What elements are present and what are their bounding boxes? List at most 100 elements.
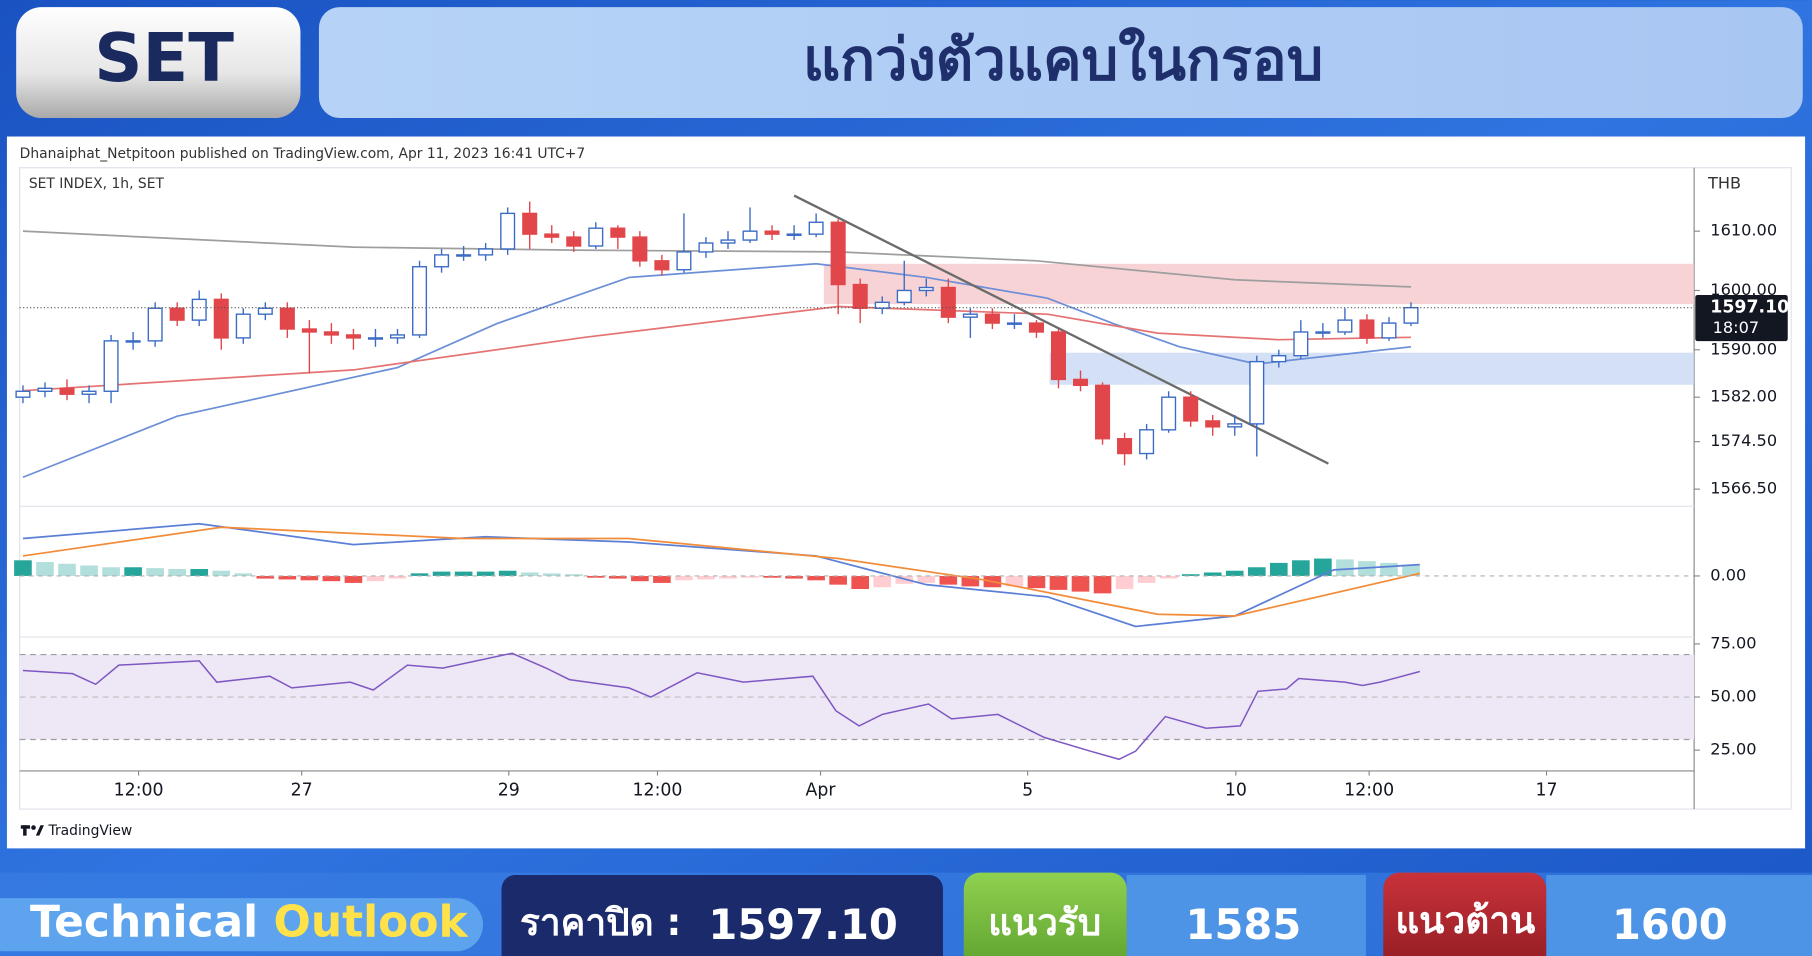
macd-histogram-bar	[807, 575, 825, 581]
candle-body	[698, 242, 714, 253]
candle-body	[1205, 420, 1221, 428]
candle-body	[500, 212, 516, 250]
macd-histogram-bar	[36, 562, 54, 576]
macd-histogram-bar	[234, 573, 253, 576]
candle-body	[544, 233, 560, 238]
resistance-value: 1600	[1612, 900, 1728, 949]
candle-body	[1293, 331, 1309, 357]
x-tick-label: 5	[1022, 781, 1033, 801]
macd-line	[22, 526, 1421, 617]
candle-body	[389, 334, 406, 339]
macd-histogram-bar	[719, 575, 737, 579]
y-tick-label: 0.00	[1710, 565, 1746, 584]
macd-histogram-bar	[1071, 575, 1090, 592]
candle-body	[1359, 319, 1375, 339]
macd-histogram-bar	[542, 573, 561, 576]
candle-body	[257, 307, 273, 315]
candle-body	[1117, 438, 1133, 455]
macd-histogram-bar	[675, 575, 693, 581]
x-tick-label: 12:00	[114, 781, 164, 801]
macd-line	[22, 522, 1420, 628]
candle-body	[896, 289, 912, 304]
candle-body	[676, 251, 692, 271]
y-tick-label: 1574.50	[1710, 431, 1777, 450]
candle-body	[632, 236, 648, 262]
candle-body	[852, 283, 868, 309]
macd-histogram-bar	[939, 575, 958, 585]
footer-heading-2: Outlook	[274, 897, 470, 948]
candle-body	[1227, 423, 1243, 428]
candle-body	[191, 298, 207, 321]
candle-body	[522, 212, 538, 235]
chart-frame	[19, 167, 1792, 810]
y-tick-label: 1590.00	[1710, 339, 1777, 358]
candle-body	[1249, 360, 1265, 425]
candle-body	[566, 236, 582, 247]
candle-body	[1139, 429, 1155, 455]
candle-body	[1403, 306, 1419, 324]
macd-histogram-bar	[1027, 575, 1046, 589]
macd-histogram-bar	[1292, 560, 1310, 576]
candle-body	[301, 328, 317, 333]
y-tick-label: 75.00	[1710, 633, 1756, 652]
macd-histogram-bar	[124, 567, 142, 576]
candle-body	[345, 334, 361, 339]
resistance-pill	[1383, 872, 1547, 956]
candle-body	[1315, 331, 1331, 334]
macd-histogram-bar	[1093, 575, 1112, 594]
macd-histogram-bar	[212, 570, 231, 576]
candle-body	[59, 387, 75, 395]
rsi-line	[22, 652, 1421, 761]
candle-body	[720, 239, 736, 244]
candle-body	[323, 331, 339, 336]
badge-box	[16, 7, 301, 119]
title-box	[318, 7, 1803, 119]
x-tick-label: 27	[291, 781, 313, 801]
macd-histogram-bar	[1247, 567, 1266, 576]
footer-heading-1: Technical	[30, 897, 258, 948]
macd-histogram-bar	[168, 568, 186, 576]
candle-body	[984, 313, 1000, 324]
resistance-label: แนวต้าน	[1395, 899, 1535, 942]
moving-average	[22, 262, 1412, 479]
candle-body	[169, 307, 185, 321]
candle-body	[918, 286, 934, 292]
countdown: 18:07	[1713, 318, 1760, 337]
macd-histogram-bar	[322, 575, 341, 582]
candle-body	[434, 254, 450, 268]
macd-histogram-bar	[851, 575, 870, 590]
macd-histogram-bar	[829, 575, 847, 585]
macd-histogram-bar	[609, 575, 627, 579]
x-tick-label: Apr	[806, 781, 837, 801]
macd-histogram-bar	[564, 574, 583, 576]
candle-body	[1161, 396, 1177, 431]
logo-text: TradingView	[48, 823, 133, 839]
x-tick-label: 29	[498, 781, 520, 801]
macd-histogram-bar	[14, 560, 32, 576]
candle-body	[786, 233, 802, 236]
candle-body	[1271, 355, 1287, 363]
macd-histogram-bar	[586, 575, 605, 578]
macd-histogram-bar	[763, 575, 781, 578]
support-pill	[963, 872, 1127, 956]
macd-histogram-bar	[520, 572, 539, 576]
x-tick-label: 10	[1225, 781, 1247, 801]
macd-histogram-bar	[146, 568, 164, 576]
macd-histogram-bar	[1159, 575, 1178, 579]
candle-body	[147, 307, 163, 342]
candle-body	[125, 340, 141, 343]
candle-body	[874, 301, 890, 309]
macd-histogram-bar	[873, 575, 892, 588]
macd-histogram-bar	[631, 575, 649, 582]
last-price-box	[1695, 294, 1788, 342]
y-tick-label: 1600.00	[1710, 280, 1777, 299]
y-tick-label: 50.00	[1710, 687, 1756, 706]
macd-histogram-bar	[256, 575, 275, 579]
macd-histogram-bar	[1005, 575, 1024, 587]
close-panel	[501, 874, 943, 956]
candle-body	[588, 227, 604, 247]
candle-body	[1095, 384, 1111, 440]
macd-histogram-bar	[961, 575, 980, 587]
candle-body	[412, 266, 428, 336]
